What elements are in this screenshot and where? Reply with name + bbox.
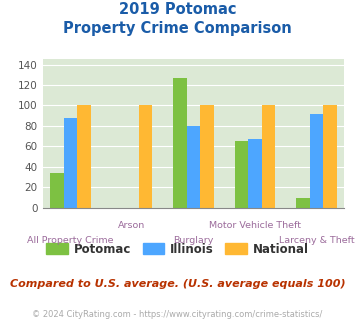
Bar [173,78,187,208]
Bar [64,118,77,208]
Bar [139,106,152,208]
Bar [77,106,91,208]
Text: Arson: Arson [118,221,146,230]
Text: Burglary: Burglary [173,236,214,245]
Bar [296,198,310,208]
Text: Property Crime Comparison: Property Crime Comparison [63,21,292,36]
Legend: Potomac, Illinois, National: Potomac, Illinois, National [42,238,313,260]
Bar [248,139,262,208]
Bar [235,141,248,208]
Bar [323,106,337,208]
Text: 2019 Potomac: 2019 Potomac [119,2,236,16]
Bar [310,114,323,208]
Bar [200,106,214,208]
Bar [262,106,275,208]
Text: Compared to U.S. average. (U.S. average equals 100): Compared to U.S. average. (U.S. average … [10,279,345,289]
Text: Motor Vehicle Theft: Motor Vehicle Theft [209,221,301,230]
Text: © 2024 CityRating.com - https://www.cityrating.com/crime-statistics/: © 2024 CityRating.com - https://www.city… [32,310,323,319]
Bar [50,173,64,208]
Text: Larceny & Theft: Larceny & Theft [279,236,354,245]
Text: All Property Crime: All Property Crime [27,236,114,245]
Bar [187,126,200,208]
